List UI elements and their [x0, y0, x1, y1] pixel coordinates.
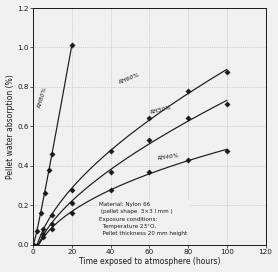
Text: RH40%: RH40% — [157, 153, 180, 161]
Text: Material: Nylon 66
 (pellet shape  3×3 l mm )
Exposure conditions:
  Temperature: Material: Nylon 66 (pellet shape 3×3 l m… — [99, 202, 187, 236]
Text: RH60%: RH60% — [119, 72, 141, 85]
X-axis label: Time exposed to atmosphere (hours): Time exposed to atmosphere (hours) — [78, 257, 220, 267]
Text: RH50%: RH50% — [150, 104, 172, 115]
Text: RH80%: RH80% — [37, 85, 48, 108]
Y-axis label: Pellet water absorption (%): Pellet water absorption (%) — [6, 74, 14, 179]
